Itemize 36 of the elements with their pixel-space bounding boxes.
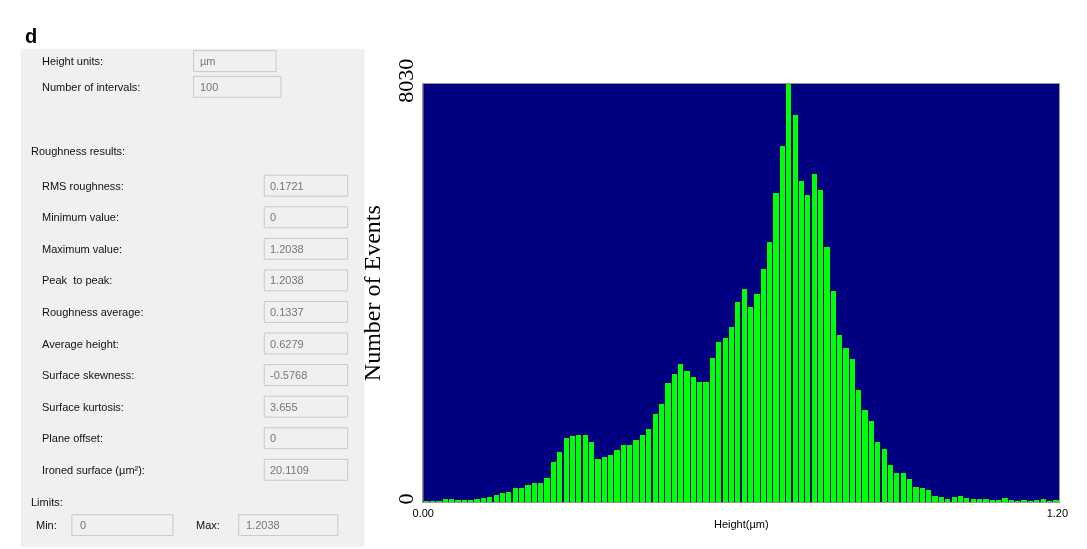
text: Limits:	[31, 496, 63, 508]
text: d	[25, 25, 38, 47]
text: Roughness results:	[31, 145, 126, 157]
text: Height units:	[42, 55, 104, 67]
text: 0.1721	[270, 180, 304, 192]
text: 0	[80, 519, 87, 531]
text: 0	[270, 211, 277, 223]
text: 100	[200, 81, 219, 93]
text: 1.2038	[246, 519, 280, 531]
text: 0	[270, 432, 277, 444]
text: 0.1337	[270, 306, 304, 318]
text: Surface kurtosis:	[42, 401, 124, 413]
text: Minimum value:	[42, 211, 120, 223]
text: Ironed surface (µm²):	[42, 464, 145, 476]
text: Min:	[36, 519, 57, 531]
x-tick-label: 0.00	[412, 506, 434, 519]
text: 1.2038	[270, 274, 304, 286]
text: 20.1109	[270, 464, 309, 476]
text: 3.655	[270, 401, 298, 413]
text: Plane offset:	[42, 432, 103, 444]
text: Peak to peak:	[42, 274, 113, 286]
text: Roughness average:	[42, 306, 144, 318]
text: Surface skewness:	[42, 369, 135, 381]
text: Number of intervals:	[42, 81, 141, 93]
text: Max:	[196, 519, 220, 531]
x-axis-title: Height(µm)	[714, 517, 769, 530]
y-tick-label: 8030	[393, 58, 419, 103]
text: Average height:	[42, 338, 119, 350]
text: µm	[200, 55, 216, 67]
text: Maximum value:	[42, 243, 123, 255]
text: RMS roughness:	[42, 180, 124, 192]
text: -0.5768	[270, 369, 308, 381]
y-axis-title: Number of Events	[358, 205, 385, 382]
text: 0.6279	[270, 338, 304, 350]
x-tick-label: 1.20	[1046, 506, 1069, 519]
text: 1.2038	[270, 243, 304, 255]
